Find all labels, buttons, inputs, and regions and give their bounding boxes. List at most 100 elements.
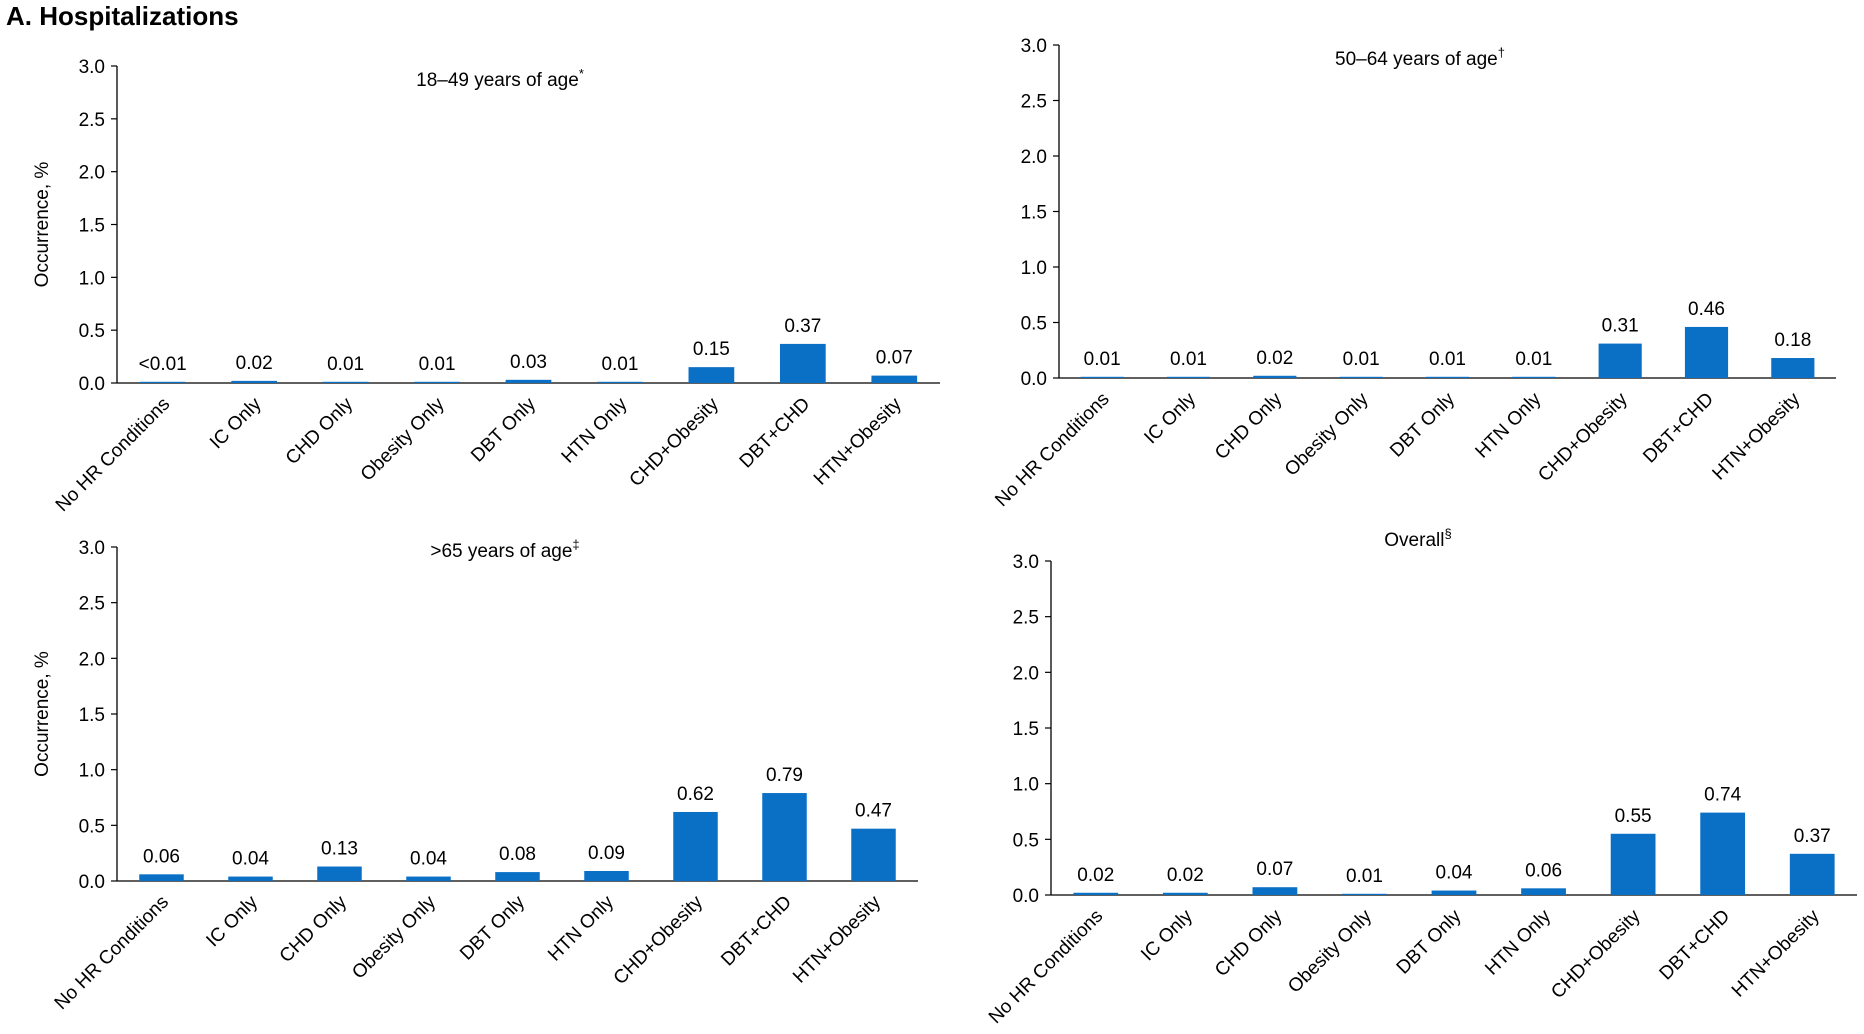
x-tick-label: DBT Only: [467, 393, 540, 466]
bar-dbt-chd: [762, 793, 807, 881]
y-tick-label: 0.0: [79, 872, 105, 893]
data-label: 0.02: [1167, 865, 1204, 886]
chart-title: Overall§: [1384, 526, 1451, 551]
y-tick-label: 1.0: [1021, 258, 1047, 279]
x-tick-label: CHD+Obesity: [626, 393, 724, 491]
data-label: 0.07: [876, 348, 913, 369]
data-label: 0.55: [1615, 806, 1652, 827]
x-tick-label: IC Only: [206, 393, 266, 453]
data-label: 0.01: [327, 354, 364, 375]
bar-chd-obesity: [673, 811, 718, 881]
chart-panel-1: 0.0 0.5 1.0 1.5 2.0 2.5 3.0 Occurrence, % 18–49 …: [32, 57, 940, 516]
chart-panel-3: 0.0 0.5 1.0 1.5 2.0 2.5 3.0 Occurrence, % >65 ye…: [32, 537, 918, 1014]
data-label: 0.74: [1704, 785, 1741, 806]
x-tick-label: CHD+Obesity: [610, 891, 708, 989]
y-tick-label: 3.0: [1013, 552, 1039, 573]
x-tick-label: Obesity Only: [1284, 905, 1376, 997]
data-label: 0.06: [1525, 860, 1562, 881]
x-tick-label: IC Only: [1137, 905, 1197, 965]
chart-title-text: >65 years of age: [430, 541, 572, 562]
data-label: 0.79: [766, 765, 803, 786]
chart-title-footnote-mark: §: [1444, 526, 1451, 541]
y-tick-label: 2.5: [1013, 608, 1039, 629]
bar-chd-only: [317, 866, 362, 881]
x-tick-label: DBT+CHD: [1656, 906, 1735, 985]
x-tick-label: HTN Only: [1472, 388, 1546, 462]
x-tick-label: No HR Conditions: [985, 906, 1107, 1028]
chart-title-text: Overall: [1384, 530, 1444, 551]
x-tick-label: DBT+CHD: [1639, 389, 1718, 468]
y-axis-label: Occurrence, %: [32, 651, 53, 777]
chart-title: >65 years of age‡: [430, 537, 579, 562]
page-title: A. Hospitalizations: [6, 1, 239, 31]
y-axis-label: Occurrence, %: [32, 162, 53, 288]
bar-htn-only: [597, 381, 643, 383]
bar-dbt-only: [1425, 376, 1470, 378]
bar-obesity-only: [1339, 376, 1383, 378]
x-tick-label: CHD Only: [276, 891, 352, 967]
bar-ic-only: [231, 380, 278, 383]
bar-ic-only: [1166, 376, 1211, 378]
x-tick-label: DBT+CHD: [736, 394, 815, 473]
chart-title-text: 50–64 years of age: [1335, 49, 1498, 70]
x-tick-label: IC Only: [1140, 388, 1200, 448]
x-tick-label: Obesity Only: [348, 891, 440, 983]
bar-obesity-only: [406, 876, 451, 881]
y-tick-label: 2.5: [79, 594, 105, 615]
bar-no-hr-conditions: [139, 874, 184, 881]
data-label: 0.03: [510, 352, 547, 373]
data-label: 0.37: [784, 316, 821, 337]
y-tick-label: 2.0: [79, 649, 105, 670]
bar-dbt-chd: [779, 343, 826, 383]
x-tick-label: HTN Only: [1481, 905, 1555, 979]
y-tick-label: 2.0: [79, 163, 105, 184]
data-label: 0.01: [1429, 349, 1466, 370]
bar-htn-only: [1521, 888, 1566, 895]
x-tick-label: CHD Only: [1211, 905, 1287, 981]
data-label: <0.01: [139, 354, 187, 375]
data-label: 0.04: [410, 849, 447, 870]
data-label: 0.02: [1077, 865, 1114, 886]
data-label: 0.01: [1515, 349, 1552, 370]
chart-title-text: 18–49 years of age: [416, 70, 579, 91]
bar-dbt-only: [505, 379, 552, 383]
x-tick-label: CHD Only: [1211, 388, 1287, 464]
bar-dbt-only: [1431, 890, 1477, 895]
x-tick-label: HTN+Obesity: [810, 393, 906, 489]
chart-title: 18–49 years of age*: [416, 66, 584, 91]
y-tick-label: 1.5: [79, 705, 105, 726]
x-tick-label: DBT Only: [456, 891, 529, 964]
x-tick-label: HTN+Obesity: [789, 891, 885, 987]
x-tick-label: HTN Only: [558, 393, 632, 467]
x-tick-label: IC Only: [202, 891, 262, 951]
bar-ic-only: [228, 876, 273, 881]
data-label: 0.09: [588, 843, 625, 864]
data-label: 0.02: [236, 353, 273, 374]
data-label: 0.01: [1343, 349, 1380, 370]
x-tick-label: HTN+Obesity: [1728, 905, 1824, 1001]
x-tick-label: DBT Only: [1386, 388, 1459, 461]
bar-ic-only: [1162, 892, 1208, 895]
data-label: 0.62: [677, 784, 714, 805]
y-tick-label: 2.5: [79, 110, 105, 131]
x-tick-label: HTN+Obesity: [1709, 388, 1805, 484]
chart-title-footnote-mark: *: [579, 66, 584, 81]
x-tick-label: No HR Conditions: [991, 389, 1113, 511]
bar-obesity-only: [414, 381, 460, 383]
data-label: 0.07: [1256, 859, 1293, 880]
bar-obesity-only: [1342, 893, 1387, 895]
bar-htn-obesity: [851, 828, 896, 881]
data-label: 0.18: [1774, 330, 1811, 351]
data-label: 0.01: [1346, 866, 1383, 887]
data-label: 0.01: [1170, 349, 1207, 370]
y-tick-label: 3.0: [79, 538, 105, 559]
data-label: 0.37: [1794, 826, 1831, 847]
bar-htn-obesity: [1789, 853, 1835, 895]
data-label: 0.01: [601, 354, 638, 375]
y-tick-label: 1.0: [1013, 775, 1039, 796]
y-tick-label: 0.5: [79, 321, 105, 342]
y-tick-label: 1.0: [79, 268, 105, 289]
y-tick-label: 1.5: [1021, 203, 1047, 224]
data-label: 0.04: [1436, 863, 1473, 884]
